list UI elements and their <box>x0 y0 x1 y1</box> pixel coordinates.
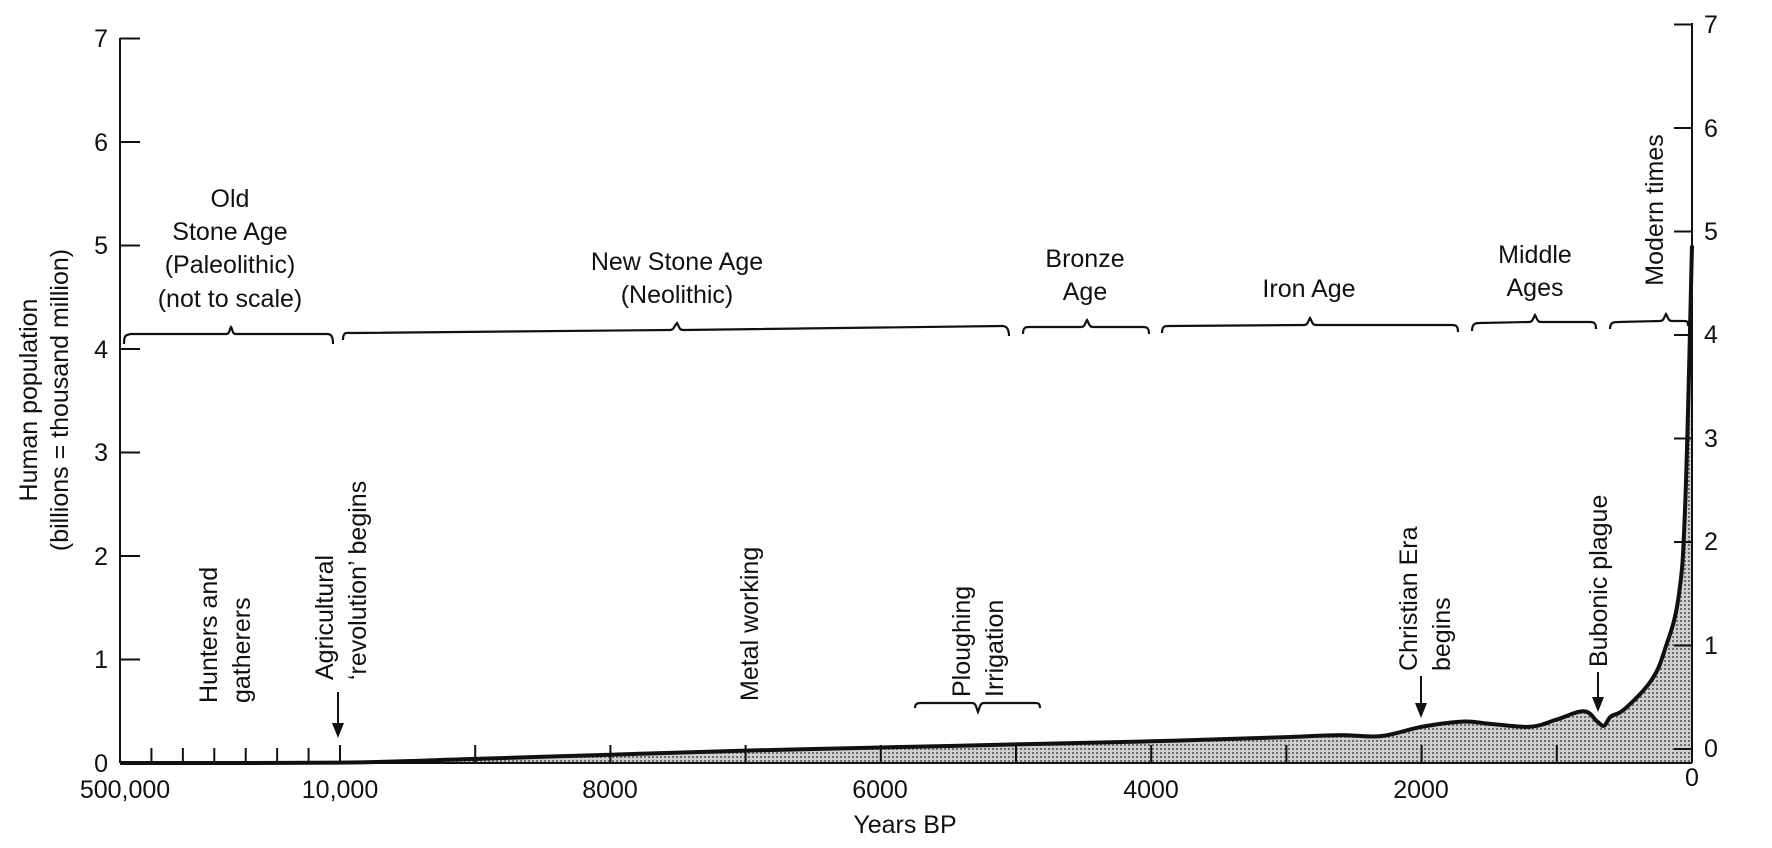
event-label-ploughing: Ploughing <box>948 586 976 697</box>
y-tick-left: 7 <box>94 25 108 53</box>
brace-ploughing-irrigation <box>913 701 1042 715</box>
x-tick-label: 4000 <box>1123 776 1179 804</box>
y-tick-left: 5 <box>94 232 108 260</box>
y-tick-right: 1 <box>1704 632 1718 660</box>
tick-marks <box>120 23 1693 764</box>
period-label-new-stone-age: (Neolithic) <box>621 281 734 309</box>
brace-modern-times <box>1608 312 1690 330</box>
y-tick-right: 4 <box>1704 321 1718 349</box>
y-axis-title-line1: Human population <box>15 299 43 502</box>
period-label-middle-ages: Middle <box>1498 241 1572 269</box>
brace-old-stone-age <box>122 325 335 345</box>
period-braces <box>122 312 1690 715</box>
x-tick-label: 8000 <box>582 776 638 804</box>
arrow-agricultural-head <box>332 723 344 738</box>
x-tick-label: 0 <box>1685 764 1699 792</box>
y-tick-right: 2 <box>1704 528 1718 556</box>
period-label-old-stone-age: Stone Age <box>172 218 287 246</box>
period-label-old-stone-age: (not to scale) <box>158 285 303 313</box>
y-tick-left: 3 <box>94 439 108 467</box>
period-label-new-stone-age: New Stone Age <box>591 248 763 276</box>
event-label-bubonic-plague: Bubonic plague <box>1585 495 1613 667</box>
period-label-middle-ages: Ages <box>1507 274 1564 302</box>
y-tick-left: 6 <box>94 129 108 157</box>
y-tick-left: 0 <box>94 750 108 778</box>
event-arrows <box>332 672 1604 738</box>
x-tick-label: 500,000 <box>80 776 170 804</box>
y-axis-title-line2: (billions = thousand million) <box>46 249 74 551</box>
y-tick-left: 1 <box>94 646 108 674</box>
left-y-tick-labels: 0 1 2 3 4 5 6 7 <box>94 25 108 778</box>
event-label-agricultural: ‘revolution’ begins <box>344 481 372 680</box>
event-labels: Hunters and gatherers Agricultural ‘revo… <box>195 481 1613 703</box>
x-tick-labels: 500,000 10,000 8000 6000 4000 2000 0 <box>80 764 1699 804</box>
period-labels: Old Stone Age (Paleolithic) (not to scal… <box>158 134 1669 313</box>
period-label-old-stone-age: (Paleolithic) <box>165 251 296 279</box>
y-tick-right: 0 <box>1704 735 1718 763</box>
brace-iron-age <box>1160 316 1460 334</box>
brace-bronze-age <box>1021 318 1151 335</box>
brace-middle-ages <box>1470 313 1598 332</box>
event-label-christian-era: Christian Era <box>1395 526 1423 671</box>
period-label-old-stone-age: Old <box>211 185 250 213</box>
period-label-modern-times: Modern times <box>1641 134 1669 285</box>
y-tick-left: 4 <box>94 336 108 364</box>
event-label-christian-era: begins <box>1428 597 1456 671</box>
y-tick-right: 7 <box>1704 11 1718 39</box>
x-tick-label: 6000 <box>852 776 908 804</box>
y-tick-right: 6 <box>1704 115 1718 143</box>
event-label-agricultural: Agricultural <box>311 555 339 680</box>
right-y-tick-labels: 0 1 2 3 4 5 6 7 <box>1704 11 1718 763</box>
x-axis-title: Years BP <box>853 811 956 839</box>
arrow-christian-era-head <box>1415 703 1427 718</box>
x-tick-label: 10,000 <box>302 776 378 804</box>
y-tick-left: 2 <box>94 543 108 571</box>
x-tick-label: 2000 <box>1393 776 1449 804</box>
event-label-ploughing: Irrigation <box>981 600 1009 697</box>
population-curve <box>119 245 1694 766</box>
period-label-bronze-age: Age <box>1063 278 1107 306</box>
period-label-bronze-age: Bronze <box>1045 245 1124 273</box>
event-label-hunters: Hunters and <box>195 567 223 703</box>
y-tick-right: 5 <box>1704 218 1718 246</box>
event-label-hunters: gatherers <box>228 597 256 703</box>
event-label-metal-working: Metal working <box>736 547 764 701</box>
arrow-bubonic-plague-head <box>1592 697 1604 712</box>
brace-new-stone-age <box>341 321 1011 341</box>
y-tick-right: 3 <box>1704 425 1718 453</box>
period-label-iron-age: Iron Age <box>1262 275 1355 303</box>
